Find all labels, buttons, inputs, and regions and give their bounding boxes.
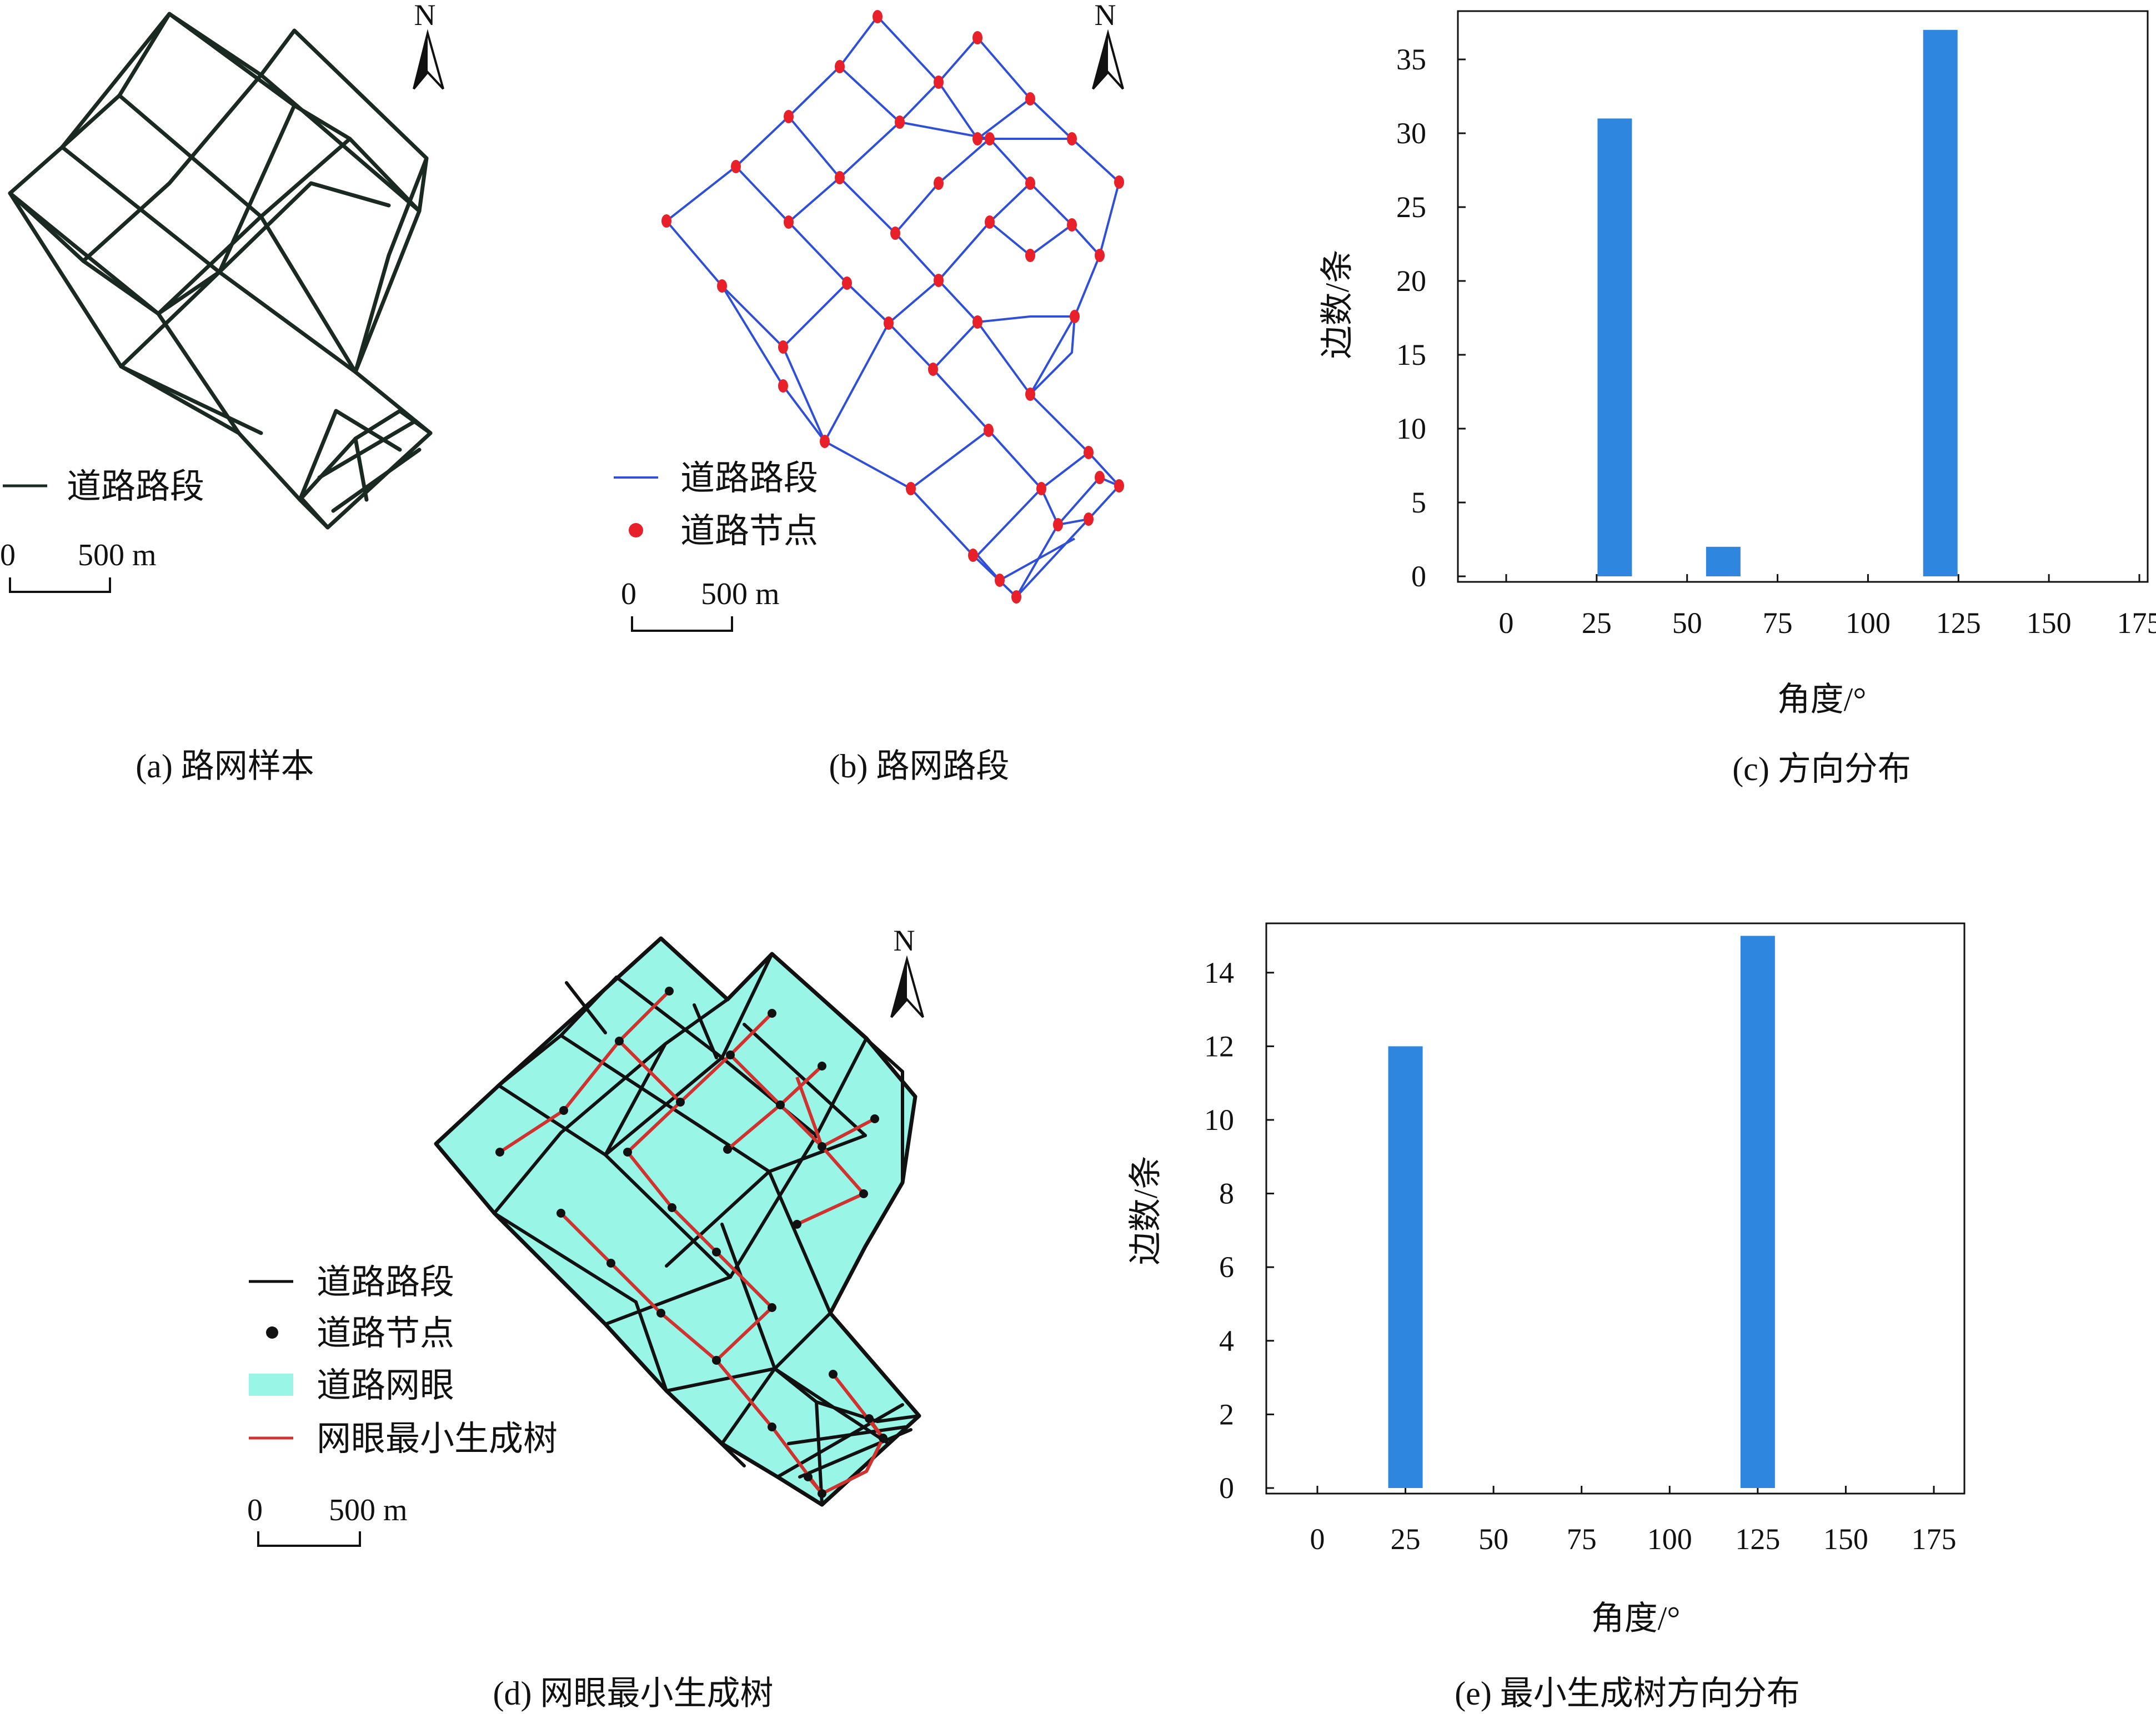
- y-tick-label: 14: [1204, 956, 1234, 989]
- x-tick-label: 125: [1735, 1522, 1780, 1556]
- legend-a: 道路路段: [3, 468, 204, 506]
- svg-text:N: N: [1095, 0, 1116, 32]
- north-arrow-a: N: [413, 0, 444, 90]
- svg-text:500 m: 500 m: [78, 538, 157, 572]
- bar: [1706, 546, 1741, 576]
- caption-e: (e) 最小生成树方向分布: [1455, 1675, 1800, 1712]
- x-tick-label: 75: [1763, 606, 1793, 640]
- scale-bar-a: 0 500 m: [0, 538, 157, 593]
- y-tick-label: 6: [1219, 1250, 1234, 1284]
- y-tick-label: 5: [1411, 486, 1426, 519]
- road-segments: [665, 16, 1120, 598]
- road-segments-cross: [8, 12, 433, 513]
- x-tick-label: 75: [1567, 1522, 1597, 1556]
- y-tick-label: 25: [1396, 190, 1426, 224]
- x-tick-label: 50: [1672, 606, 1702, 640]
- svg-text:0: 0: [621, 577, 636, 611]
- x-axis-label: 角度/°: [1591, 1600, 1681, 1637]
- legend-b: 道路路段 道路节点: [614, 460, 818, 550]
- panel-d-mesh-mst-map: [434, 936, 921, 1507]
- y-axis-label: 边数/条: [1319, 250, 1356, 359]
- y-tick-label: 15: [1396, 338, 1426, 371]
- y-tick-label: 12: [1204, 1029, 1234, 1063]
- north-arrow-b: N: [1092, 0, 1124, 90]
- scale-bar-d: 0 500 m: [247, 1493, 408, 1547]
- x-tick-label: 125: [1936, 606, 1981, 640]
- svg-text:N: N: [894, 924, 915, 957]
- x-tick-label: 25: [1582, 606, 1612, 640]
- bar: [1923, 29, 1958, 577]
- mesh-nodes: [495, 987, 888, 1498]
- svg-text:网眼最小生成树: 网眼最小生成树: [317, 1420, 558, 1458]
- x-tick-label: 175: [1912, 1522, 1957, 1556]
- north-arrow-d: N: [890, 924, 924, 1018]
- y-tick-label: 30: [1396, 117, 1426, 150]
- x-axis-label: 角度/°: [1777, 681, 1867, 718]
- svg-text:道路节点: 道路节点: [680, 512, 818, 550]
- plot-frame: [1457, 10, 2149, 583]
- chart-e-mst-direction-distribution: 0 2 4 6 8 10 12 14 0 25 50 75 100 125 150 175 角度/° 边数/…: [1127, 922, 1966, 1637]
- svg-text:500 m: 500 m: [701, 577, 780, 611]
- bar: [1597, 118, 1632, 576]
- x-tick-label: 100: [1647, 1522, 1692, 1556]
- y-tick-label: 0: [1411, 560, 1426, 593]
- svg-text:道路网眼: 道路网眼: [317, 1367, 454, 1405]
- x-tick-label: 100: [1846, 606, 1891, 640]
- x-tick-label: 25: [1391, 1522, 1421, 1556]
- caption-d: (d) 网眼最小生成树: [493, 1675, 774, 1712]
- y-tick-label: 4: [1219, 1324, 1234, 1358]
- svg-text:N: N: [414, 0, 436, 32]
- x-tick-label: 150: [2027, 606, 2072, 640]
- y-tick-label: 0: [1219, 1471, 1234, 1505]
- y-tick-label: 8: [1219, 1177, 1234, 1210]
- caption-b: (b) 路网路段: [829, 748, 1010, 785]
- legend-d: 道路路段 道路节点 道路网眼 网眼最小生成树: [249, 1264, 558, 1458]
- road-segments: [493, 952, 921, 1506]
- y-tick-label: 20: [1396, 264, 1426, 298]
- y-tick-label: 10: [1204, 1103, 1234, 1137]
- svg-text:0: 0: [0, 538, 16, 572]
- bar: [1388, 1046, 1423, 1488]
- y-tick-label: 2: [1219, 1398, 1234, 1431]
- x-tick-label: 0: [1310, 1522, 1325, 1556]
- x-tick-label: 50: [1478, 1522, 1508, 1556]
- plot-frame: [1265, 922, 1966, 1495]
- svg-text:0: 0: [247, 1493, 263, 1527]
- caption-a: (a) 路网样本: [136, 748, 314, 785]
- x-tick-label: 0: [1499, 606, 1514, 640]
- panel-b-road-segments-map: [661, 10, 1124, 604]
- road-nodes: [661, 10, 1124, 604]
- panel-a-road-network-map: [8, 12, 433, 530]
- caption-c: (c) 方向分布: [1732, 751, 1911, 787]
- scale-bar-b: 0 500 m: [621, 577, 780, 632]
- svg-text:道路节点: 道路节点: [317, 1315, 454, 1353]
- svg-text:道路路段: 道路路段: [680, 460, 818, 497]
- svg-text:道路路段: 道路路段: [67, 468, 204, 506]
- x-tick-label: 150: [1823, 1522, 1868, 1556]
- y-tick-label: 35: [1396, 43, 1426, 76]
- x-tick-label: 175: [2117, 606, 2156, 640]
- y-axis-label: 边数/条: [1127, 1156, 1164, 1265]
- y-tick-label: 10: [1396, 412, 1426, 445]
- svg-text:道路路段: 道路路段: [317, 1264, 454, 1301]
- svg-text:500 m: 500 m: [329, 1493, 408, 1527]
- bar: [1740, 936, 1775, 1488]
